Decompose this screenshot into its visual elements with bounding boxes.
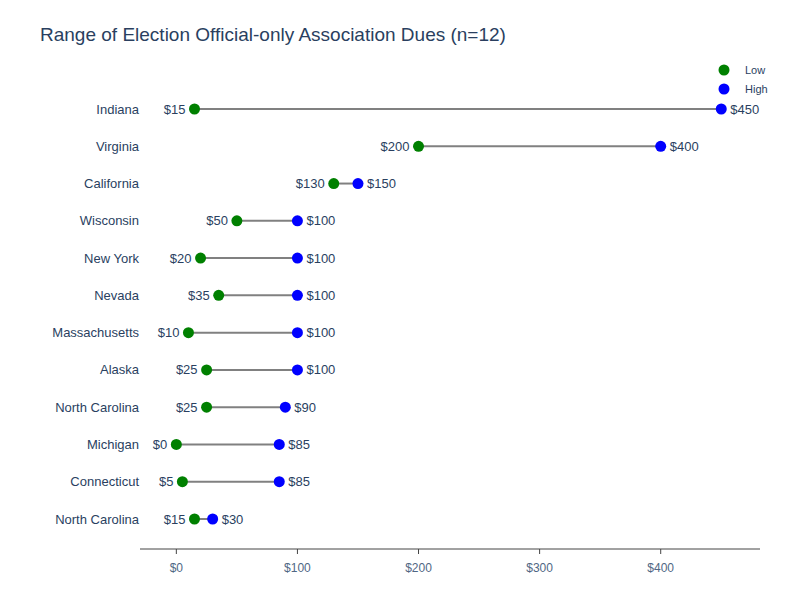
background bbox=[0, 0, 800, 600]
x-tick-label: $400 bbox=[647, 561, 674, 575]
x-tick-label: $0 bbox=[170, 561, 184, 575]
category-label: North Carolina bbox=[55, 512, 140, 527]
data-label: $0 bbox=[153, 437, 167, 452]
marker bbox=[280, 402, 291, 413]
data-label: $25 bbox=[176, 362, 198, 377]
title: Range of Election Official-only Associat… bbox=[40, 24, 506, 45]
category-label: Alaska bbox=[100, 362, 140, 377]
category-label: Indiana bbox=[96, 102, 139, 117]
chart: Range of Election Official-only Associat… bbox=[0, 0, 800, 600]
legend: Low High bbox=[719, 64, 768, 95]
legend-marker bbox=[719, 84, 730, 95]
data-label: $130 bbox=[296, 176, 325, 191]
data-label: $100 bbox=[306, 362, 335, 377]
x-tick-label: $300 bbox=[526, 561, 553, 575]
category-label: New York bbox=[84, 251, 139, 266]
data-label: $15 bbox=[164, 102, 186, 117]
marker bbox=[201, 364, 212, 375]
data-label: $50 bbox=[206, 213, 228, 228]
category-label: California bbox=[84, 176, 140, 191]
x-axis-line bbox=[140, 549, 760, 550]
data-label: $5 bbox=[159, 474, 173, 489]
connector bbox=[207, 369, 298, 371]
marker bbox=[171, 439, 182, 450]
marker bbox=[231, 215, 242, 226]
connector bbox=[419, 145, 661, 147]
data-label: $90 bbox=[294, 400, 316, 415]
x-tick bbox=[539, 549, 540, 554]
category-label: Michigan bbox=[87, 437, 139, 452]
x-tick bbox=[660, 549, 661, 554]
connector bbox=[194, 108, 721, 110]
marker bbox=[189, 104, 200, 115]
category-label: Virginia bbox=[96, 139, 140, 154]
category-label: Wisconsin bbox=[80, 213, 139, 228]
marker bbox=[213, 290, 224, 301]
x-tick bbox=[418, 549, 419, 554]
data-label: $100 bbox=[306, 288, 335, 303]
marker bbox=[292, 327, 303, 338]
x-tick-label: $100 bbox=[284, 561, 311, 575]
category-label: North Carolina bbox=[55, 400, 140, 415]
marker bbox=[655, 141, 666, 152]
connector bbox=[188, 332, 297, 334]
marker bbox=[292, 215, 303, 226]
data-label: $15 bbox=[164, 512, 186, 527]
x-tick bbox=[297, 549, 298, 554]
data-label: $100 bbox=[306, 213, 335, 228]
data-label: $400 bbox=[670, 139, 699, 154]
data-label: $20 bbox=[170, 251, 192, 266]
marker bbox=[413, 141, 424, 152]
connector bbox=[207, 406, 286, 408]
marker bbox=[274, 439, 285, 450]
data-label: $200 bbox=[381, 139, 410, 154]
data-label: $150 bbox=[367, 176, 396, 191]
marker bbox=[292, 364, 303, 375]
legend-label: Low bbox=[745, 64, 765, 76]
marker bbox=[207, 514, 218, 525]
marker bbox=[274, 476, 285, 487]
connector bbox=[219, 294, 298, 296]
category-label: Nevada bbox=[94, 288, 140, 303]
marker bbox=[195, 253, 206, 264]
marker bbox=[189, 514, 200, 525]
connector bbox=[201, 257, 298, 259]
connector bbox=[182, 481, 279, 483]
data-label: $85 bbox=[288, 437, 310, 452]
data-label: $100 bbox=[306, 251, 335, 266]
marker bbox=[183, 327, 194, 338]
data-label: $100 bbox=[306, 325, 335, 340]
marker bbox=[328, 178, 339, 189]
connector bbox=[237, 220, 298, 222]
connector bbox=[176, 443, 279, 445]
data-labels: $15 $200 $130 $50 $20 $35 $10 $25 $25 $0 $5 $15 $450… bbox=[153, 102, 759, 527]
marker bbox=[201, 402, 212, 413]
legend-label: High bbox=[745, 83, 768, 95]
data-label: $30 bbox=[222, 512, 244, 527]
category-label: Massachusetts bbox=[52, 325, 139, 340]
data-label: $450 bbox=[730, 102, 759, 117]
legend-marker bbox=[719, 65, 730, 76]
data-label: $10 bbox=[158, 325, 180, 340]
data-label: $25 bbox=[176, 400, 198, 415]
category-label: Connecticut bbox=[70, 474, 139, 489]
marker bbox=[292, 290, 303, 301]
plot-area bbox=[171, 104, 727, 525]
data-label: $35 bbox=[188, 288, 210, 303]
data-label: $85 bbox=[288, 474, 310, 489]
marker bbox=[177, 476, 188, 487]
marker bbox=[352, 178, 363, 189]
marker bbox=[292, 253, 303, 264]
marker bbox=[716, 104, 727, 115]
x-tick-label: $200 bbox=[405, 561, 432, 575]
x-tick bbox=[176, 549, 177, 554]
